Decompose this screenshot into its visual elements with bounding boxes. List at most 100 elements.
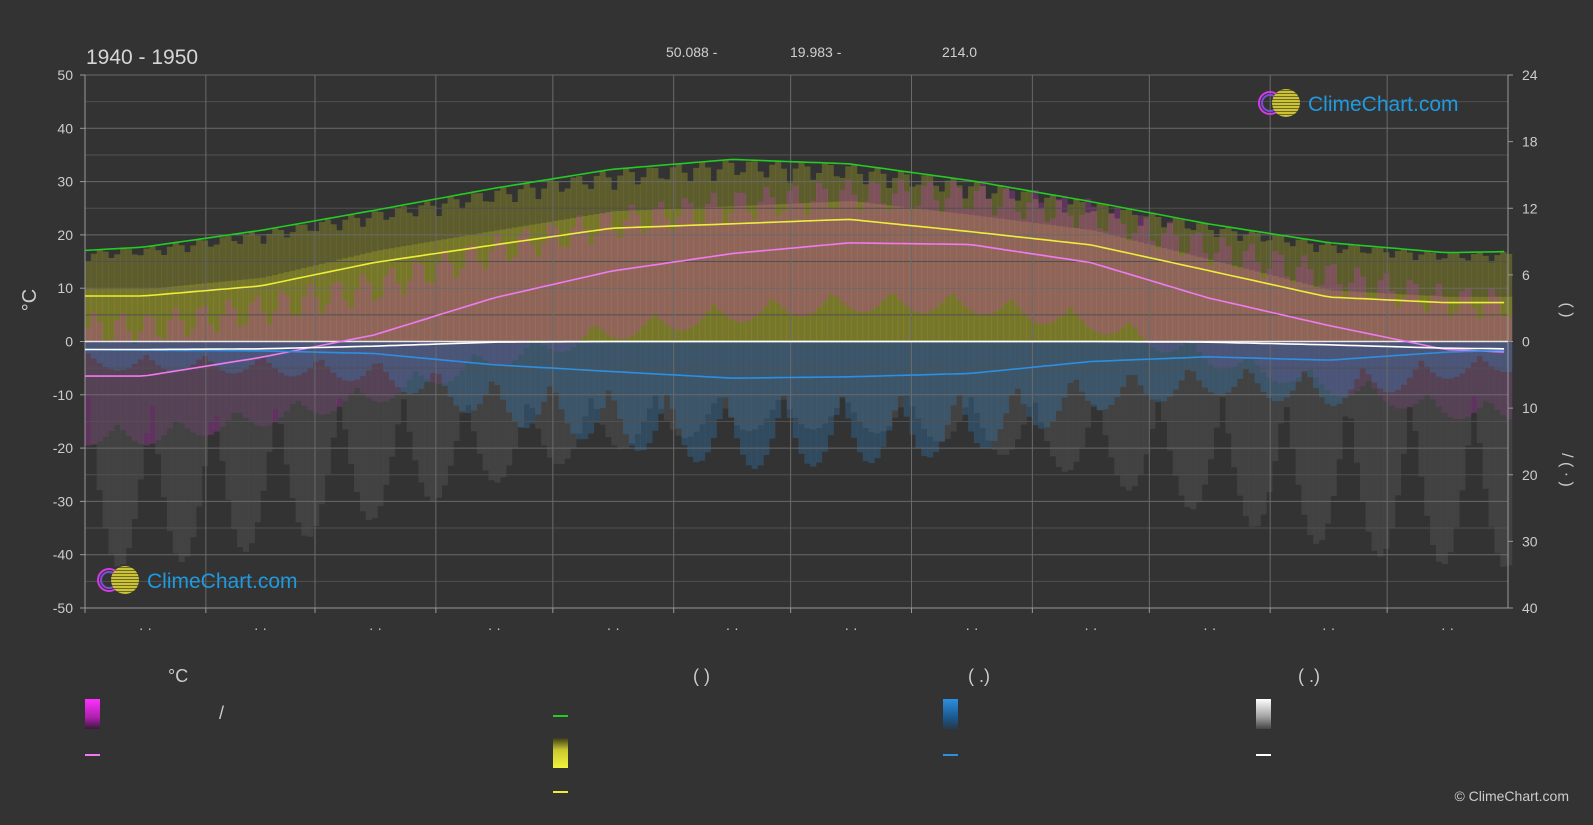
sunshine-band xyxy=(903,174,910,342)
rain-band xyxy=(734,341,741,439)
rain-band xyxy=(1500,341,1507,372)
sunshine-band xyxy=(611,189,618,342)
temperature-range-band xyxy=(710,192,717,305)
precipitation-band xyxy=(1336,341,1343,460)
temperature-mean-line xyxy=(85,242,1505,377)
temperature-range-band xyxy=(494,233,501,366)
rain-band xyxy=(570,341,577,434)
rain-band xyxy=(1359,341,1366,368)
temperature-range-band xyxy=(658,201,665,321)
sunshine-band xyxy=(330,224,337,342)
sunshine-core-band xyxy=(821,202,828,342)
precipitation-band xyxy=(558,341,565,465)
sunshine-band xyxy=(845,166,852,342)
precipitation-band xyxy=(1313,341,1320,544)
sunshine-core-band xyxy=(1313,286,1320,342)
precipitation-band xyxy=(605,341,612,438)
temperature-range-band xyxy=(810,201,817,313)
temperature-range-band xyxy=(587,243,595,329)
temperature-range-band xyxy=(839,189,846,303)
precipitation-band xyxy=(1237,341,1244,496)
rain-band xyxy=(1079,341,1086,392)
precipitation-band xyxy=(389,341,396,457)
temperature-range-band xyxy=(1359,276,1366,387)
sunshine-core-band xyxy=(237,279,244,342)
temperature-range-band xyxy=(611,230,618,338)
y-tick-label-left: -50 xyxy=(53,600,73,616)
precipitation-band xyxy=(1125,341,1133,491)
rain-band xyxy=(412,341,419,393)
precipitation-band xyxy=(1459,341,1466,491)
temperature-range-band xyxy=(441,250,448,384)
rain-band xyxy=(1032,341,1039,426)
sunshine-core-band xyxy=(552,220,559,342)
sunshine-core-band xyxy=(734,206,741,342)
sunshine-band xyxy=(394,207,402,342)
temperature-range-band xyxy=(517,235,524,355)
temperature-range-band xyxy=(1149,240,1156,348)
sunshine-core-band xyxy=(1453,296,1460,342)
precipitation-band xyxy=(862,341,869,428)
rain-band xyxy=(1172,341,1179,390)
rain-band xyxy=(1412,341,1419,370)
rain-band xyxy=(1272,341,1279,402)
sunshine-core-band xyxy=(1213,261,1220,342)
precipitation-band xyxy=(1003,341,1010,455)
sunshine-band xyxy=(213,244,220,342)
sunshine-core-band xyxy=(868,203,875,342)
logo-bottom[interactable]: ClimeChart.com xyxy=(97,566,298,598)
sunshine-core-band xyxy=(1301,283,1308,342)
sunshine-core-band xyxy=(201,283,209,342)
logo-top[interactable]: ClimeChart.com xyxy=(1258,89,1459,121)
precipitation-band xyxy=(1008,341,1016,450)
sunshine-core-band xyxy=(190,284,197,342)
temperature-range-band xyxy=(1365,297,1372,382)
sunshine-core-band xyxy=(377,250,384,342)
precipitation-band xyxy=(1254,341,1261,527)
precipitation-band xyxy=(950,341,957,432)
temperature-range-band xyxy=(1272,251,1279,382)
rain-band xyxy=(1184,341,1191,371)
rain-band xyxy=(318,341,326,360)
temperature-range-band xyxy=(1289,283,1296,381)
precipitation-band xyxy=(172,341,179,554)
sunshine-band xyxy=(582,184,589,342)
sunshine-band xyxy=(868,171,875,342)
sunshine-core-band xyxy=(447,238,454,342)
precipitation-band xyxy=(582,341,589,417)
snow-line xyxy=(85,340,1505,351)
sunshine-core-band xyxy=(272,274,279,342)
sunshine-band xyxy=(1120,209,1127,342)
sunshine-band xyxy=(424,201,431,342)
rain-band xyxy=(307,341,314,368)
rain-band xyxy=(1102,341,1109,410)
sunshine-band xyxy=(599,171,606,342)
precipitation-band xyxy=(190,341,197,538)
temperature-range-band xyxy=(827,208,834,295)
sunshine-band xyxy=(997,186,1004,342)
precipitation-band xyxy=(1096,341,1103,411)
precipitation-band xyxy=(693,341,700,432)
rain-band xyxy=(178,341,185,372)
rain-band xyxy=(371,341,378,364)
sunshine-band xyxy=(693,167,700,342)
sunshine-band xyxy=(833,176,840,342)
precipitation-band xyxy=(1225,341,1232,434)
precipitation-band xyxy=(1371,341,1378,551)
sunshine-band xyxy=(506,194,513,342)
rain-band xyxy=(1383,341,1390,392)
sunshine-band xyxy=(1020,191,1027,342)
temperature-range-band xyxy=(1096,228,1103,334)
rain-band xyxy=(617,341,624,419)
precipitation-band xyxy=(470,341,478,432)
sunshine-band xyxy=(1049,194,1057,342)
precipitation-band xyxy=(1389,341,1396,528)
sunshine-core-band xyxy=(1114,236,1121,342)
temperature-range-band xyxy=(1061,196,1068,314)
sunshine-core-band xyxy=(944,212,951,342)
sunshine-core-band xyxy=(523,225,530,342)
sunshine-band xyxy=(336,230,343,342)
sunshine-core-band xyxy=(582,216,589,342)
sunshine-core-band xyxy=(950,212,957,342)
temperature-range-band xyxy=(511,256,519,361)
